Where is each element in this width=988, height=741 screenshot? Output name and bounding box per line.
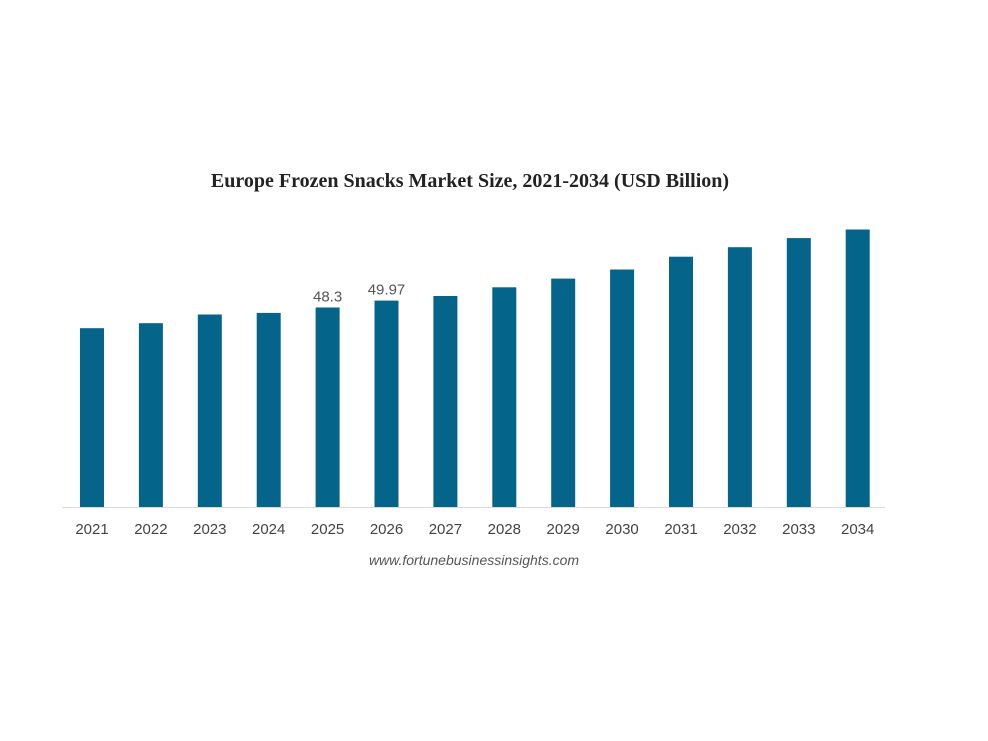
chart-title: Europe Frozen Snacks Market Size, 2021-2… (210, 170, 730, 192)
x-tick-label-2025: 2025 (311, 521, 344, 538)
x-tick-label-2026: 2026 (370, 521, 403, 538)
bar-2025 (315, 307, 340, 507)
x-tick-label-2033: 2033 (782, 521, 815, 538)
bar-2032 (727, 247, 752, 507)
bar-2027 (433, 296, 458, 507)
bar-2028 (492, 287, 517, 507)
bar-2034 (845, 229, 870, 507)
x-tick-label-2032: 2032 (723, 521, 756, 538)
x-tick-label-2024: 2024 (252, 521, 285, 538)
bar-2021 (80, 328, 104, 507)
bar-2022 (138, 323, 163, 507)
data-label-2026: 49.97 (368, 282, 406, 299)
x-tick-label-2022: 2022 (134, 521, 167, 538)
source-watermark: www.fortunebusinessinsights.com (368, 552, 580, 568)
data-label-2025: 48.3 (313, 289, 342, 306)
x-tick-label-2029: 2029 (547, 521, 580, 538)
bar-2029 (551, 278, 576, 507)
bar-2030 (610, 269, 635, 507)
x-tick-label-2030: 2030 (605, 521, 638, 538)
x-tick-label-2027: 2027 (429, 521, 462, 538)
x-tick-label-2034: 2034 (841, 521, 874, 538)
x-tick-label-2031: 2031 (664, 521, 697, 538)
x-tick-label-2021: 2021 (75, 521, 108, 538)
bar-2033 (786, 238, 811, 507)
bar-2024 (256, 312, 281, 507)
bar-2026 (374, 300, 399, 507)
bar-2031 (669, 256, 693, 507)
bar-2023 (197, 314, 222, 507)
x-tick-label-2023: 2023 (193, 521, 226, 538)
x-tick-label-2028: 2028 (488, 521, 521, 538)
